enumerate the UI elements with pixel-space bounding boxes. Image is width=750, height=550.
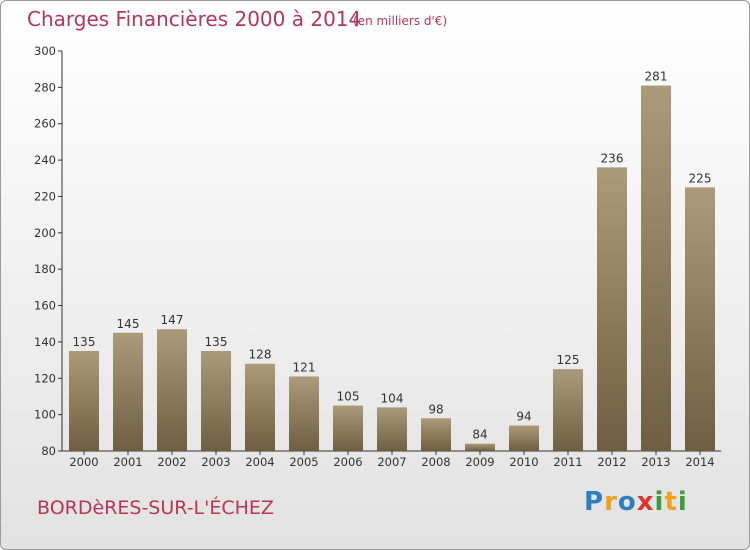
bar-value-label: 125 (557, 353, 580, 367)
x-tick-label: 2012 (597, 455, 626, 469)
bar (245, 363, 275, 451)
x-tick-label: 2006 (333, 455, 362, 469)
bar-value-label: 121 (293, 360, 316, 374)
bar-value-label: 84 (472, 428, 487, 442)
x-tick-label: 2013 (641, 455, 670, 469)
logo-letter: t (664, 487, 678, 517)
bar-value-label: 104 (381, 391, 404, 405)
proxiti-logo: Proxiti (584, 487, 688, 517)
bar (421, 418, 451, 451)
logo-letter: o (617, 487, 637, 517)
bar-value-label: 135 (205, 335, 228, 349)
logo-letter: i (677, 487, 688, 517)
x-tick-label: 2008 (421, 455, 450, 469)
y-tick-label: 300 (34, 44, 56, 58)
x-tick-label: 2002 (157, 455, 186, 469)
x-tick-label: 2010 (509, 455, 538, 469)
bar-value-label: 236 (601, 151, 624, 165)
bar (289, 376, 319, 451)
chart-title: Charges Financières 2000 à 2014 (27, 7, 362, 31)
bar (377, 407, 407, 451)
bar (113, 332, 143, 451)
bar-value-label: 105 (337, 390, 360, 404)
bar (69, 351, 99, 451)
x-tick-label: 2011 (553, 455, 582, 469)
y-tick-label: 200 (34, 226, 56, 240)
bar (333, 405, 363, 451)
logo-letter: r (604, 487, 618, 517)
bar-value-label: 98 (428, 402, 443, 416)
x-tick-label: 2009 (465, 455, 494, 469)
bar (685, 187, 715, 451)
x-tick-label: 2014 (685, 455, 714, 469)
y-tick-label: 180 (34, 262, 56, 276)
town-name: BORDèRES-SUR-L'ÉCHEZ (37, 497, 274, 519)
chart-subtitle: (en milliers d'€) (353, 14, 448, 28)
x-tick-label: 2007 (377, 455, 406, 469)
logo-letter: x (636, 487, 655, 517)
x-tick-label: 2003 (201, 455, 230, 469)
bar (509, 425, 539, 451)
y-tick-label: 240 (34, 153, 56, 167)
bar-value-label: 147 (161, 313, 184, 327)
bar-value-label: 128 (249, 348, 272, 362)
logo-letter: P (584, 487, 605, 517)
bar-value-label: 145 (117, 317, 140, 331)
x-tick-label: 2000 (69, 455, 98, 469)
x-tick-label: 2005 (289, 455, 318, 469)
bar-value-label: 281 (645, 70, 668, 84)
y-tick-label: 260 (34, 117, 56, 131)
bar-value-label: 94 (516, 410, 531, 424)
logo-letter: i (654, 487, 665, 517)
bar (465, 443, 495, 451)
y-tick-label: 120 (34, 371, 56, 385)
y-tick-label: 140 (34, 335, 56, 349)
y-tick-label: 280 (34, 80, 56, 94)
bar (553, 369, 583, 451)
bar-value-label: 225 (689, 171, 712, 185)
y-tick-label: 160 (34, 299, 56, 313)
bar (597, 167, 627, 451)
y-tick-label: 100 (34, 408, 56, 422)
bar (641, 85, 671, 451)
y-tick-label: 220 (34, 189, 56, 203)
bar (157, 329, 187, 451)
x-tick-label: 2004 (245, 455, 274, 469)
bar-value-label: 135 (73, 335, 96, 349)
x-tick-label: 2001 (113, 455, 142, 469)
y-tick-label: 80 (41, 444, 56, 458)
bar (201, 351, 231, 451)
